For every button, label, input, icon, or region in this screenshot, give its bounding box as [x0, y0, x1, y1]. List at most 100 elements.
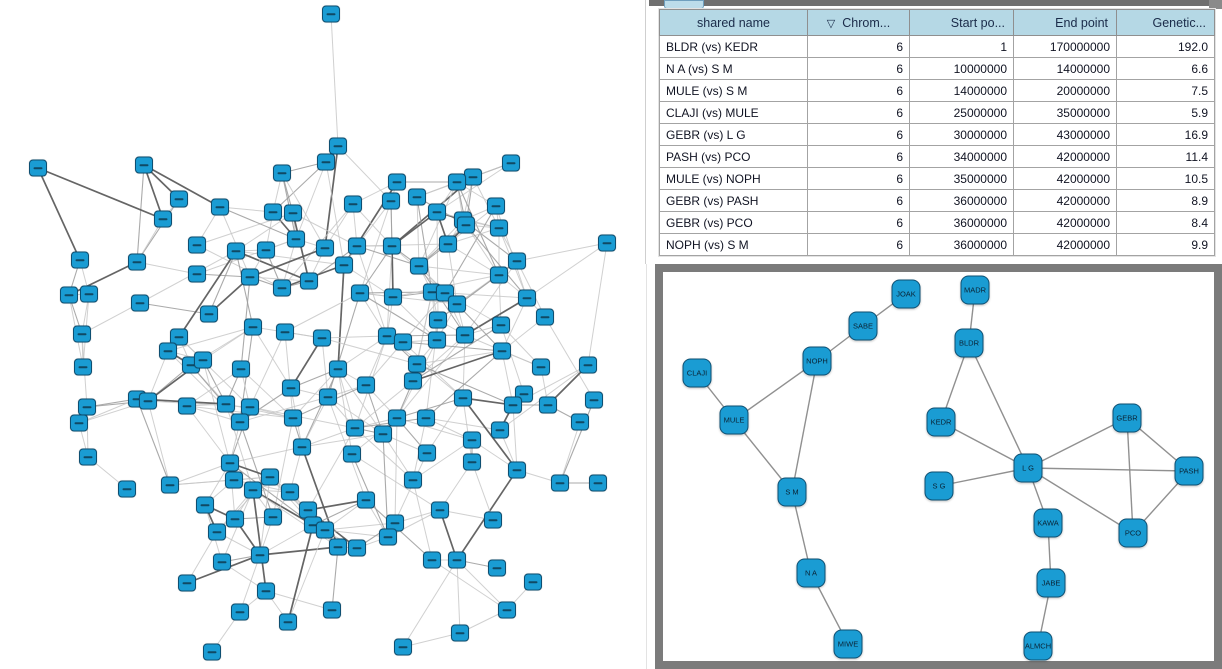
network-node[interactable] — [487, 197, 505, 215]
table-row[interactable]: PASH (vs) PCO 6 34000000 42000000 11.4 — [659, 145, 1215, 168]
network-node[interactable] — [408, 188, 426, 206]
network-node[interactable] — [504, 396, 522, 414]
network-node[interactable] — [282, 379, 300, 397]
table-row[interactable]: GEBR (vs) PASH 6 36000000 42000000 8.9 — [659, 189, 1215, 212]
network-node[interactable] — [74, 358, 92, 376]
network-node[interactable] — [80, 285, 98, 303]
network-node[interactable] — [539, 396, 557, 414]
network-node[interactable] — [313, 329, 331, 347]
network-node[interactable] — [428, 331, 446, 349]
network-node[interactable] — [463, 453, 481, 471]
network-node[interactable] — [200, 305, 218, 323]
network-node[interactable] — [388, 173, 406, 191]
sort-filter-icon[interactable]: ▽ — [826, 17, 836, 30]
network-node[interactable] — [508, 252, 526, 270]
network-node[interactable] — [188, 236, 206, 254]
network-node[interactable] — [257, 582, 275, 600]
network-node[interactable] — [383, 237, 401, 255]
network-node[interactable] — [351, 284, 369, 302]
network-node[interactable] — [357, 491, 375, 509]
network-node[interactable] — [329, 538, 347, 556]
network-node[interactable] — [319, 388, 337, 406]
network-node[interactable] — [502, 154, 520, 172]
network-node[interactable] — [498, 601, 516, 619]
network-node[interactable] — [532, 358, 550, 376]
network-node-jabe[interactable]: JABE — [1036, 568, 1066, 598]
network-node-pash[interactable]: PASH — [1174, 456, 1204, 486]
network-node[interactable] — [493, 342, 511, 360]
table-row[interactable]: BLDR (vs) KEDR 6 1 170000000 192.0 — [659, 35, 1215, 58]
network-node[interactable] — [29, 159, 47, 177]
network-node[interactable] — [382, 192, 400, 210]
table-row[interactable]: GEBR (vs) PCO 6 36000000 42000000 8.4 — [659, 211, 1215, 234]
network-node[interactable] — [388, 409, 406, 427]
network-node[interactable] — [384, 288, 402, 306]
network-node[interactable] — [429, 311, 447, 329]
network-node[interactable] — [226, 510, 244, 528]
network-node[interactable] — [322, 5, 340, 23]
network-node[interactable] — [491, 421, 509, 439]
network-node[interactable] — [273, 279, 291, 297]
network-node-gebr[interactable]: GEBR — [1112, 403, 1142, 433]
network-node-madr[interactable]: MADR — [960, 275, 990, 305]
network-node[interactable] — [585, 391, 603, 409]
column-header-shared-name[interactable]: shared name — [659, 9, 808, 36]
network-node[interactable] — [261, 468, 279, 486]
network-node[interactable] — [316, 239, 334, 257]
network-node[interactable] — [348, 539, 366, 557]
network-node[interactable] — [178, 397, 196, 415]
network-node-pco[interactable]: PCO — [1118, 518, 1148, 548]
table-row[interactable]: GEBR (vs) L G 6 30000000 43000000 16.9 — [659, 123, 1215, 146]
network-node[interactable] — [589, 474, 607, 492]
network-node[interactable] — [232, 360, 250, 378]
network-node[interactable] — [71, 251, 89, 269]
network-node[interactable] — [335, 256, 353, 274]
network-node-sabe[interactable]: SABE — [848, 311, 878, 341]
network-node[interactable] — [161, 476, 179, 494]
network-node[interactable] — [571, 413, 589, 431]
network-node[interactable] — [281, 483, 299, 501]
network-node[interactable] — [408, 355, 426, 373]
column-header-start-point[interactable]: Start po... — [909, 9, 1014, 36]
network-node[interactable] — [492, 316, 510, 334]
network-node[interactable] — [428, 203, 446, 221]
column-header-end-point[interactable]: End point — [1013, 9, 1117, 36]
network-node[interactable] — [329, 137, 347, 155]
network-node-s-g[interactable]: S G — [924, 471, 954, 501]
network-node-kawa[interactable]: KAWA — [1033, 508, 1063, 538]
network-node[interactable] — [194, 351, 212, 369]
network-node[interactable] — [244, 481, 262, 499]
network-node[interactable] — [454, 389, 472, 407]
network-node[interactable] — [439, 235, 457, 253]
network-node[interactable] — [464, 168, 482, 186]
network-node[interactable] — [264, 203, 282, 221]
network-node[interactable] — [225, 471, 243, 489]
network-node[interactable] — [536, 308, 554, 326]
network-node[interactable] — [227, 242, 245, 260]
network-node[interactable] — [178, 574, 196, 592]
network-node[interactable] — [284, 409, 302, 427]
network-node[interactable] — [423, 551, 441, 569]
network-node[interactable] — [118, 480, 136, 498]
network-node[interactable] — [60, 286, 78, 304]
network-node[interactable] — [70, 414, 88, 432]
network-node[interactable] — [346, 419, 364, 437]
network-node[interactable] — [524, 573, 542, 591]
column-header-genetic[interactable]: Genetic... — [1116, 9, 1215, 36]
network-node[interactable] — [73, 325, 91, 343]
main-network-panel[interactable] — [0, 0, 647, 669]
network-node[interactable] — [170, 328, 188, 346]
network-node[interactable] — [488, 559, 506, 577]
network-node[interactable] — [404, 372, 422, 390]
network-node[interactable] — [508, 461, 526, 479]
network-node-claji[interactable]: CLAJI — [682, 358, 712, 388]
table-row[interactable]: MULE (vs) NOPH 6 35000000 42000000 10.5 — [659, 167, 1215, 190]
network-node-l-g[interactable]: L G — [1013, 453, 1043, 483]
network-node[interactable] — [159, 342, 177, 360]
network-node[interactable] — [276, 323, 294, 341]
network-node[interactable] — [79, 448, 97, 466]
network-node[interactable] — [394, 638, 412, 656]
network-node[interactable] — [188, 265, 206, 283]
network-node[interactable] — [211, 198, 229, 216]
network-node[interactable] — [154, 210, 172, 228]
